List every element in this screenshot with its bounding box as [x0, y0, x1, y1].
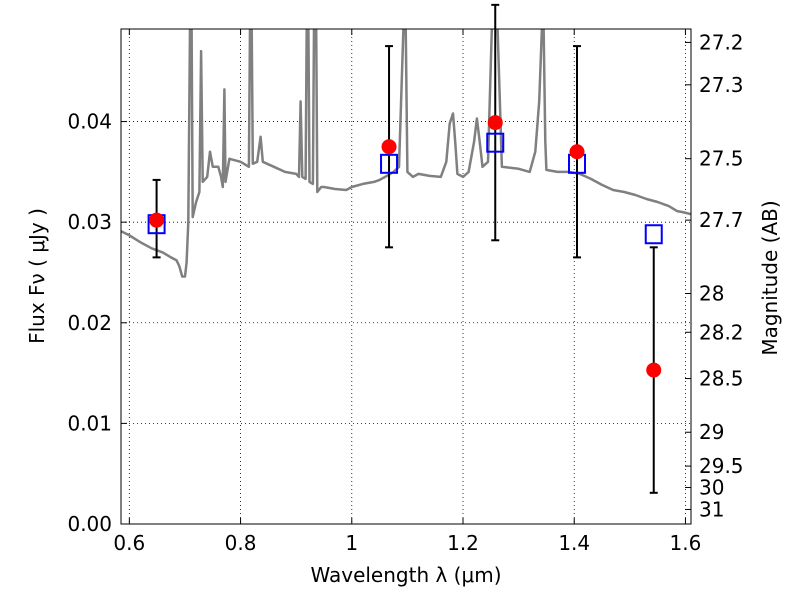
x-tick-label: 1 — [345, 531, 358, 555]
spectrum-line — [121, 29, 691, 278]
y-tick-label: 0.03 — [67, 210, 112, 234]
x-tick-label: 1.2 — [447, 531, 479, 555]
observed-dot — [381, 139, 397, 155]
y-tick-label: 0.04 — [67, 110, 112, 134]
magnitude-tick-label: 28 — [699, 282, 724, 306]
magnitude-tick-label: 27.7 — [699, 208, 744, 232]
observed-dot — [569, 144, 585, 160]
model-square — [644, 224, 663, 245]
x-tick-label: 0.8 — [225, 531, 257, 555]
model-photometry-points — [147, 132, 663, 245]
model-square — [380, 153, 399, 174]
magnitude-tick-label: 27.2 — [699, 30, 744, 54]
observed-dot — [149, 212, 165, 228]
axis-ticks — [121, 29, 691, 525]
observed-dot — [646, 362, 662, 378]
observed-photometry-points — [149, 115, 662, 378]
y-tick-label: 0.01 — [67, 411, 112, 435]
magnitude-tick-label: 29 — [699, 420, 724, 444]
magnitude-tick-label: 28.5 — [699, 367, 744, 391]
x-axis-label: Wavelength λ (μm) — [310, 563, 501, 587]
magnitude-tick-label: 31 — [699, 497, 724, 521]
magnitude-tick-label: 28.2 — [699, 320, 744, 344]
x-tick-label: 0.6 — [113, 531, 145, 555]
x-tick-label: 1.6 — [670, 531, 702, 555]
plot-frame — [120, 28, 692, 525]
model-square — [486, 132, 505, 153]
x-tick-label: 1.4 — [558, 531, 590, 555]
y-tick-label: 0.02 — [67, 311, 112, 335]
observed-dot — [487, 115, 503, 131]
magnitude-tick-label: 27.5 — [699, 147, 744, 171]
magnitude-tick-label: 29.5 — [699, 454, 744, 478]
y-axis-label: Flux Fν ( μJy ) — [25, 208, 49, 344]
magnitude-tick-label: 27.3 — [699, 73, 744, 97]
model-spectrum — [121, 29, 691, 278]
y-tick-label: 0.00 — [67, 512, 112, 536]
magnitude-tick-label: 30 — [699, 475, 724, 499]
right-axis-label: Magnitude (AB) — [758, 200, 782, 355]
tick-labels: 0.6 0.8 1 1.2 1.4 1.6 0.00 0.01 0.02 0.03 0.04 27.2… — [67, 30, 743, 555]
